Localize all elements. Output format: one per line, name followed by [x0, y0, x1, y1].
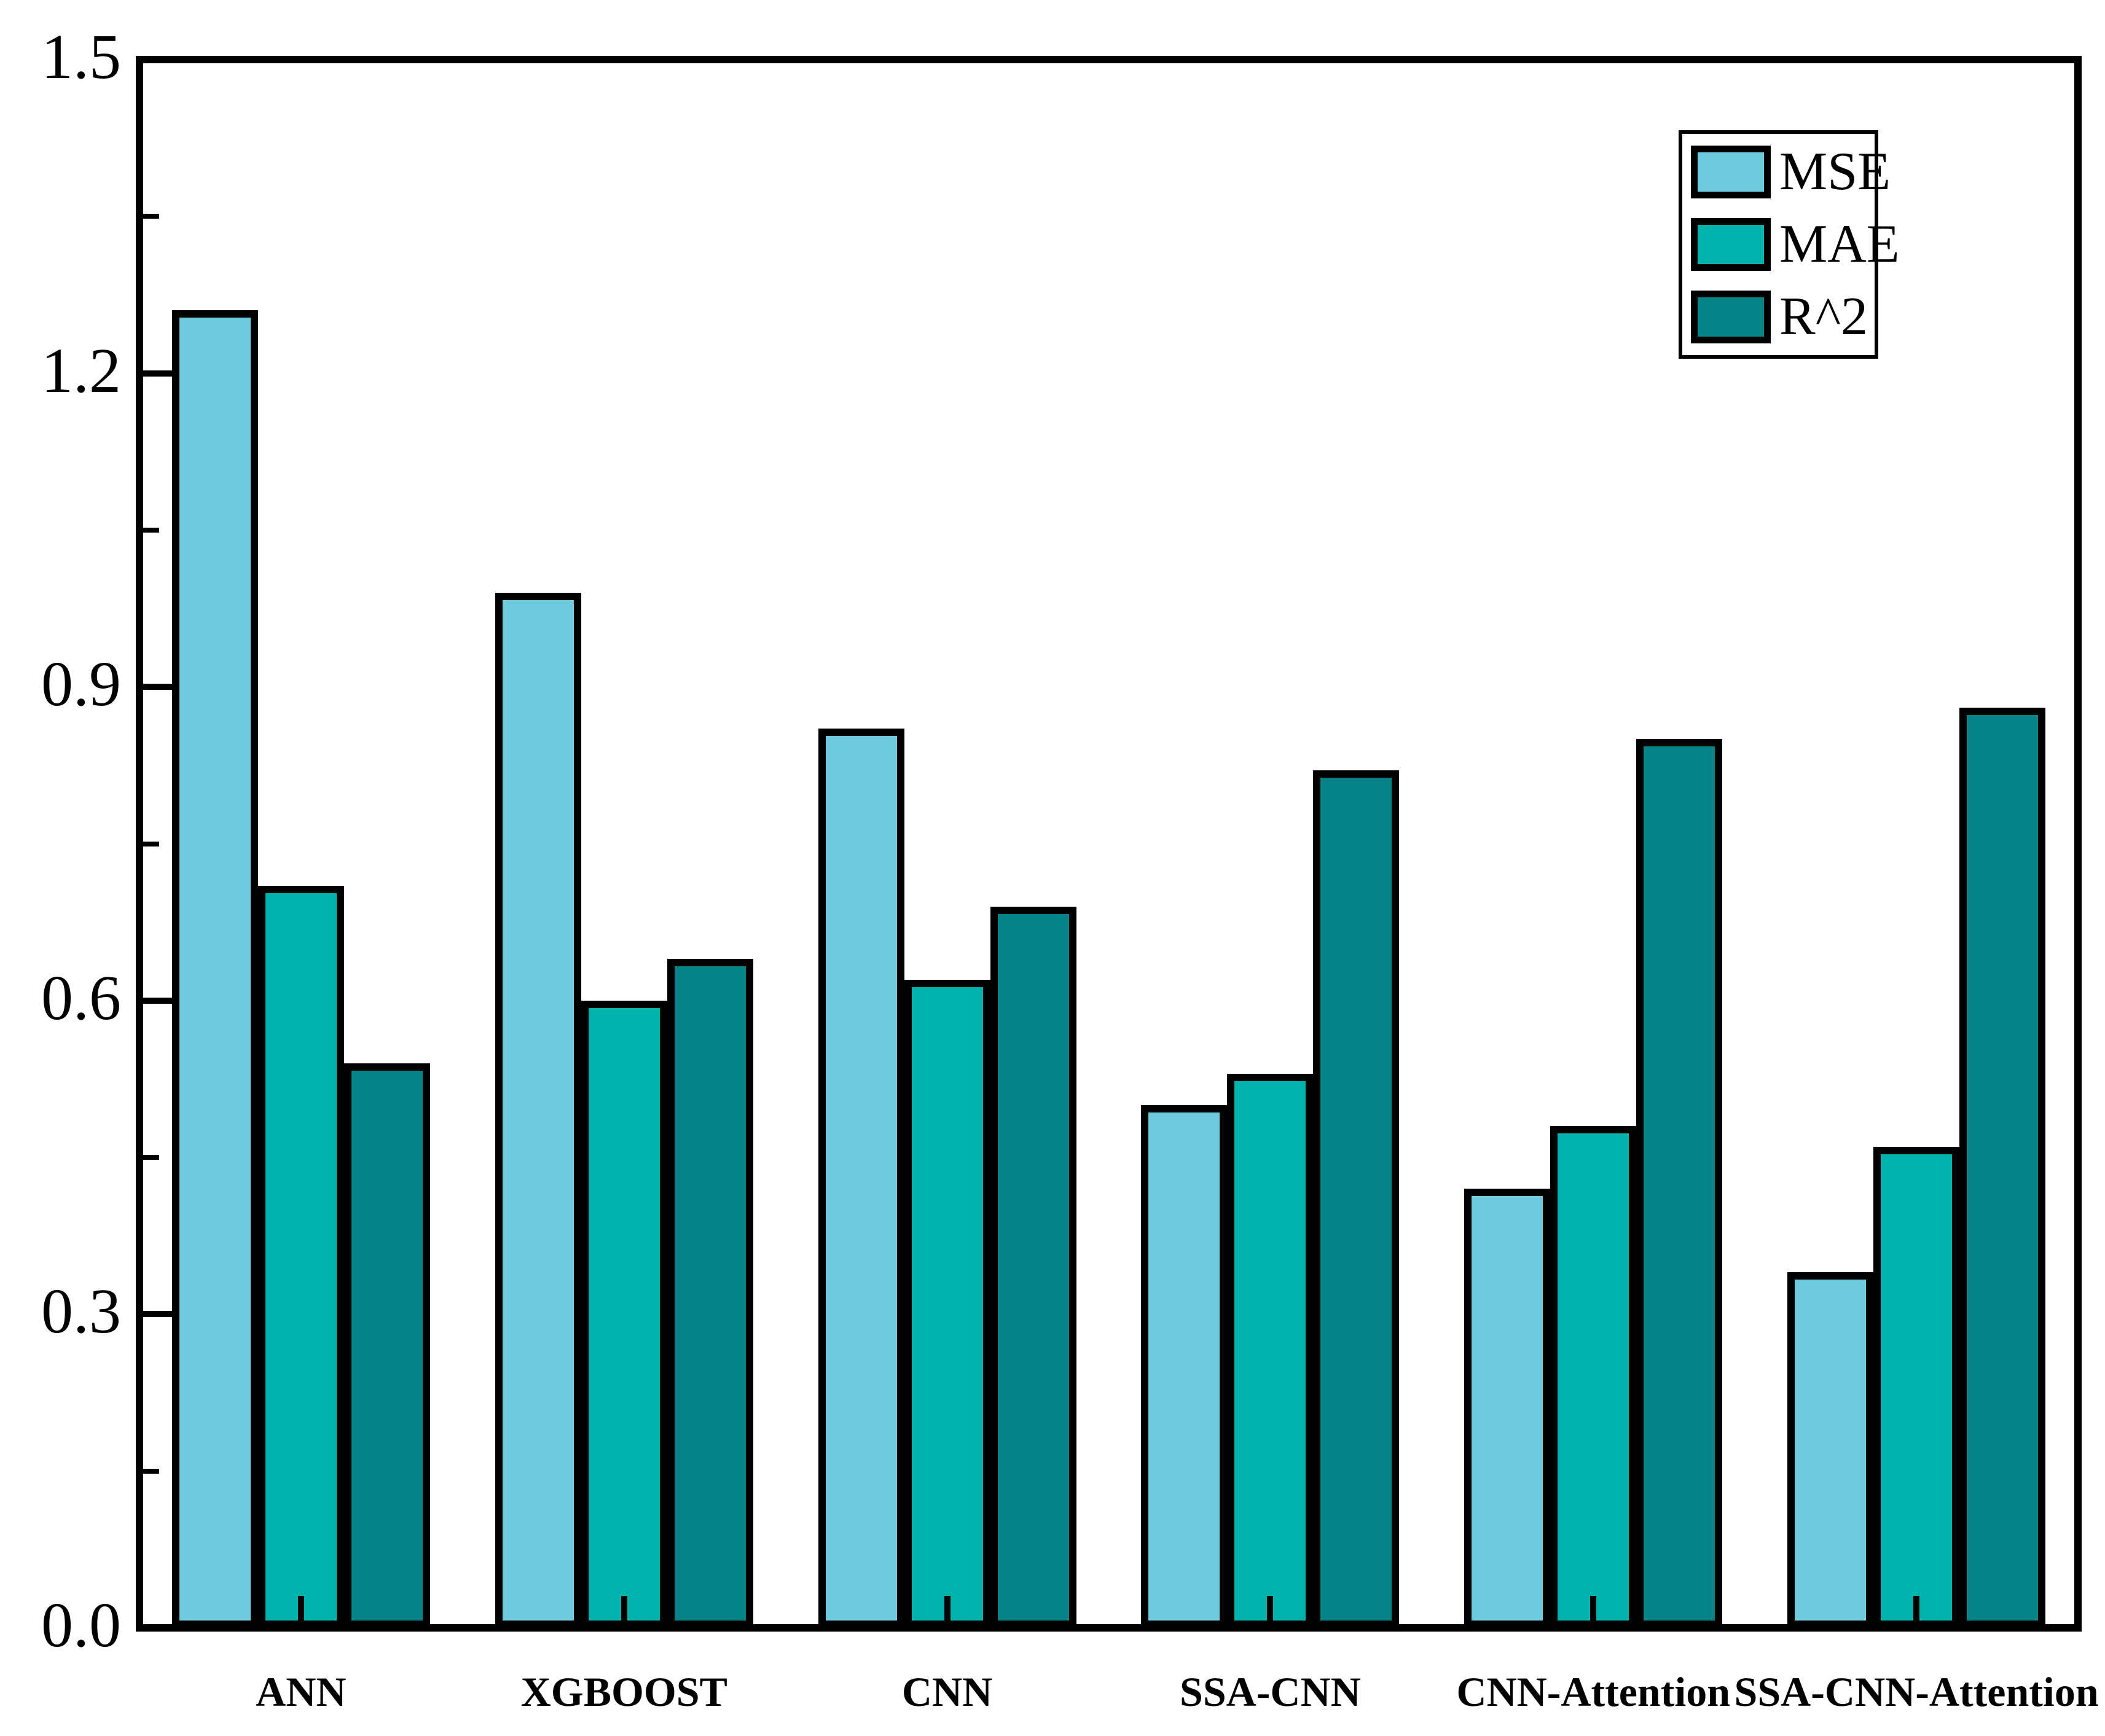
y-axis-major-tick — [143, 684, 173, 690]
x-axis-category-label: CNN-Attention — [1456, 1668, 1731, 1715]
bar-MSE-ann — [172, 310, 258, 1628]
x-axis-category-label: ANN — [256, 1668, 347, 1715]
y-axis-tick-label: 0.9 — [41, 649, 121, 720]
x-axis-tick — [944, 1596, 951, 1624]
x-axis-tick — [297, 1596, 304, 1624]
legend-swatch-MAE — [1691, 218, 1771, 271]
bar-MSE-ssa-cnn-attention — [1787, 1272, 1873, 1628]
bar-R2-ssa-cnn-attention — [1959, 708, 2045, 1628]
y-axis-tick-label: 0.0 — [41, 1590, 121, 1660]
y-axis-minor-tick — [143, 214, 159, 219]
legend-label: MSE — [1779, 142, 1891, 201]
bar-MAE-cnn — [904, 980, 990, 1628]
legend-item-MSE: MSE — [1691, 143, 1891, 201]
y-axis-minor-tick — [143, 841, 159, 846]
y-axis-tick-label: 0.6 — [41, 962, 121, 1033]
bar-MSE-cnn-attention — [1464, 1189, 1550, 1628]
x-axis-category-label: CNN — [901, 1668, 993, 1715]
bar-R2-ssa-cnn — [1313, 770, 1399, 1628]
x-axis-tick — [621, 1596, 627, 1624]
bar-MAE-xgboost — [581, 1001, 667, 1628]
y-axis-minor-tick — [143, 527, 159, 533]
x-axis-tick — [1267, 1596, 1274, 1624]
legend-item-MAE: MAE — [1691, 215, 1900, 274]
bar-MSE-xgboost — [495, 593, 581, 1628]
legend-item-R2: R^2 — [1691, 287, 1875, 346]
legend-swatch-R2 — [1691, 291, 1771, 343]
x-axis-category-label: XGBOOST — [520, 1668, 727, 1715]
bar-MAE-ann — [258, 886, 344, 1628]
bar-R2-ann — [344, 1063, 430, 1628]
x-axis-tick — [1590, 1596, 1597, 1624]
x-axis-category-label: SSA-CNN-Attention — [1734, 1668, 2099, 1715]
y-axis-minor-tick — [143, 1155, 159, 1160]
legend: MSE MAE R^2 — [1679, 130, 1900, 359]
bar-R2-cnn — [990, 907, 1076, 1628]
y-axis-tick-label: 0.3 — [41, 1276, 121, 1347]
bar-MSE-ssa-cnn — [1141, 1105, 1227, 1628]
y-axis-tick-label: 1.5 — [41, 22, 121, 92]
legend-swatch-MSE — [1691, 146, 1771, 198]
legend-label: R^2 — [1779, 287, 1868, 346]
y-axis-major-tick — [143, 1311, 173, 1318]
bar-MAE-ssa-cnn — [1227, 1074, 1313, 1628]
bar-MAE-cnn-attention — [1550, 1126, 1636, 1628]
bar-R2-cnn-attention — [1636, 739, 1722, 1628]
y-axis-major-tick — [143, 370, 173, 377]
y-axis-major-tick — [143, 997, 173, 1004]
bar-MSE-cnn — [818, 729, 904, 1628]
bar-MAE-ssa-cnn-attention — [1873, 1147, 1959, 1628]
legend-label: MAE — [1779, 214, 1900, 274]
y-axis-tick-label: 1.2 — [41, 335, 121, 406]
y-axis-minor-tick — [143, 1468, 159, 1474]
bar-R2-xgboost — [667, 959, 753, 1628]
x-axis-category-label: SSA-CNN — [1180, 1668, 1361, 1715]
x-axis-tick — [1913, 1596, 1920, 1624]
